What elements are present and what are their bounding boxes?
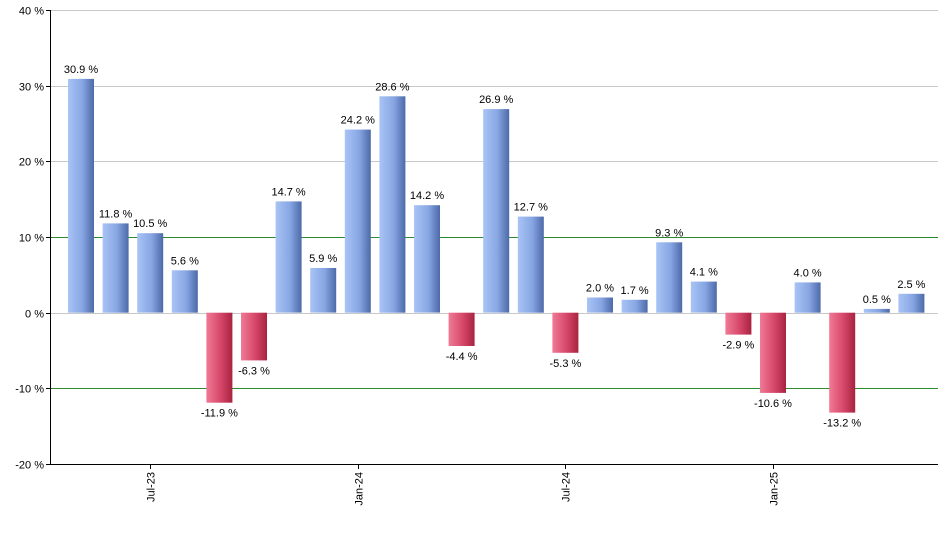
x-tick-label: Jan-24: [354, 472, 366, 506]
y-tick-label: 10 %: [19, 233, 44, 245]
bar-negative: [829, 312, 856, 413]
bar-positive: [898, 293, 925, 313]
data-label: 9.3 %: [655, 227, 683, 239]
bar-positive: [690, 281, 717, 313]
data-label: 5.6 %: [171, 255, 199, 267]
bar-negative: [241, 312, 267, 361]
bar-positive: [794, 282, 821, 313]
bar-positive: [171, 270, 198, 313]
bar-negative: [760, 312, 786, 393]
bar-negative: [552, 312, 579, 353]
data-label: -10.6 %: [754, 398, 792, 410]
bar-positive: [68, 78, 94, 313]
data-label: -5.3 %: [550, 358, 582, 370]
bar-positive: [483, 109, 510, 313]
data-label: 12.7 %: [514, 202, 548, 214]
data-label: 2.0 %: [586, 283, 614, 295]
data-label: 11.8 %: [99, 208, 133, 220]
bar-positive: [379, 96, 406, 313]
bar-positive: [587, 297, 613, 313]
bar-positive: [102, 223, 129, 313]
y-tick-label: -20 %: [15, 460, 44, 472]
data-label: 5.9 %: [309, 253, 337, 265]
data-label: -13.2 %: [823, 418, 861, 430]
bar-positive: [344, 129, 371, 313]
data-label: -4.4 %: [446, 351, 478, 363]
data-label: 14.2 %: [410, 190, 444, 202]
data-label: 2.5 %: [897, 279, 925, 291]
bar-negative: [448, 312, 475, 346]
y-tick-label: 20 %: [19, 157, 44, 169]
bar-positive: [137, 233, 164, 313]
bar-negative: [725, 312, 752, 335]
y-tick-label: 40 %: [19, 6, 44, 18]
data-label: 14.7 %: [271, 186, 305, 198]
y-tick-label: -10 %: [15, 384, 44, 396]
data-label: 26.9 %: [479, 94, 513, 106]
x-tick-label: Jan-25: [769, 472, 781, 506]
bar-positive: [414, 205, 440, 313]
bar-negative: [206, 312, 233, 403]
bar-positive: [310, 268, 337, 313]
data-label: -2.9 %: [723, 340, 755, 352]
bar-positive: [621, 299, 648, 313]
x-tick-label: Jul-23: [146, 472, 158, 502]
bar-positive: [656, 242, 683, 313]
bars: [68, 78, 925, 413]
y-tick-label: 0 %: [25, 309, 44, 321]
axes: 40 % 30 % 20 % 10 % 0 % -10 % -20 % Jul-23 Jan-2…: [15, 6, 938, 506]
data-label: 1.7 %: [621, 285, 649, 297]
data-label: -11.9 %: [201, 408, 238, 420]
data-label: 0.5 %: [863, 294, 891, 306]
data-label: 24.2 %: [341, 115, 375, 127]
data-label: 4.1 %: [690, 267, 718, 279]
bar-positive: [275, 201, 302, 313]
data-label: 4.0 %: [794, 267, 822, 279]
y-tick-label: 30 %: [19, 82, 44, 94]
x-tick-label: Jul-24: [561, 472, 573, 502]
data-label: 28.6 %: [375, 81, 409, 93]
bar-positive: [517, 216, 544, 313]
data-label: -6.3 %: [238, 365, 270, 377]
data-label: 30.9 %: [64, 64, 98, 76]
data-label: 10.5 %: [133, 218, 167, 230]
data-labels: 30.9 % 11.8 %10.5 % 5.6 % -11.9 % -6.3 % 14.7…: [64, 64, 926, 430]
bar-positive: [863, 308, 890, 313]
